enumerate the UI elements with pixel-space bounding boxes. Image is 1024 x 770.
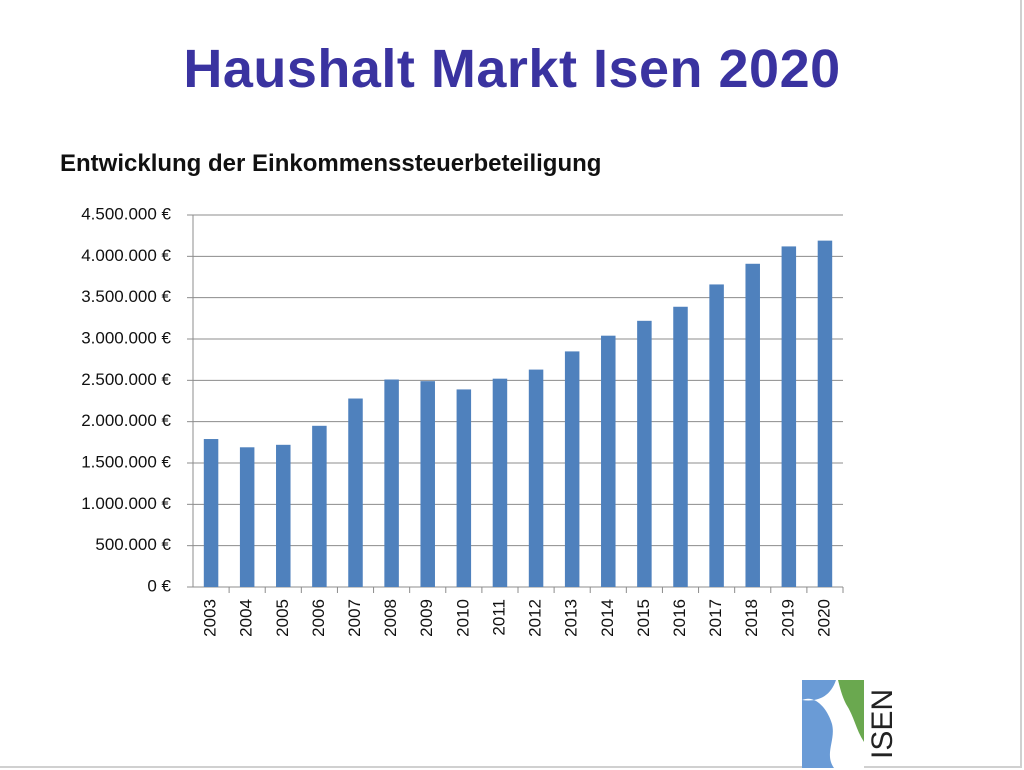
y-tick-label: 1.000.000 € <box>81 494 171 513</box>
bar <box>203 439 219 587</box>
bar <box>276 444 291 587</box>
x-tick-label: 2017 <box>706 599 725 637</box>
x-tick-label: 2020 <box>814 599 833 637</box>
bar <box>673 306 688 587</box>
logo-green-field <box>838 680 864 742</box>
x-tick-label: 2016 <box>670 599 689 637</box>
x-tick-label: 2014 <box>598 599 617 637</box>
slide-title: Haushalt Markt Isen 2020 <box>183 39 841 99</box>
bar <box>817 240 833 588</box>
bar <box>564 351 580 587</box>
x-tick-label: 2018 <box>742 599 761 637</box>
x-tick-label: 2011 <box>489 599 508 636</box>
x-tick-label: 2013 <box>562 599 581 637</box>
chart-title: Entwicklung der Einkommenssteuerbeteilig… <box>60 150 602 177</box>
y-tick-label: 2.000.000 € <box>81 411 171 430</box>
x-tick-label: 2009 <box>417 599 436 637</box>
bar <box>492 378 508 587</box>
y-tick-label: 4.500.000 € <box>81 204 171 223</box>
bar <box>637 320 652 587</box>
bar <box>745 263 760 587</box>
bar <box>601 335 616 587</box>
x-tick-label: 2010 <box>453 599 472 637</box>
isen-logo: ISEN <box>802 680 899 768</box>
bar <box>709 284 724 587</box>
x-tick-label: 2004 <box>237 599 256 637</box>
y-tick-label: 3.000.000 € <box>81 328 171 347</box>
bar <box>528 369 544 587</box>
bar <box>348 398 363 587</box>
bar <box>239 447 255 587</box>
bar <box>456 389 472 587</box>
x-tick-label: 2007 <box>345 599 364 637</box>
y-tick-label: 4.000.000 € <box>81 246 171 265</box>
x-tick-label: 2005 <box>273 599 292 637</box>
x-tick-label: 2008 <box>381 599 400 637</box>
bar-chart: 0 € 500.000 € 1.000.000 € 1.500.000 € 2.000.… <box>81 204 844 637</box>
y-tick-label: 0 € <box>147 576 171 595</box>
y-tick-label: 3.500.000 € <box>81 287 171 306</box>
x-tick-label: 2015 <box>634 599 653 637</box>
bar <box>420 381 435 587</box>
x-tick-label: 2006 <box>309 599 328 637</box>
bar <box>781 246 797 587</box>
y-tick-label: 500.000 € <box>95 535 171 554</box>
bar <box>312 425 327 587</box>
y-tick-label: 2.500.000 € <box>81 370 171 389</box>
x-tick-label: 2012 <box>526 599 545 637</box>
y-tick-label: 1.500.000 € <box>81 452 171 471</box>
logo-text: ISEN <box>866 689 899 759</box>
x-tick-label: 2003 <box>201 599 220 637</box>
bar <box>384 379 399 587</box>
x-tick-label: 2019 <box>778 599 797 637</box>
